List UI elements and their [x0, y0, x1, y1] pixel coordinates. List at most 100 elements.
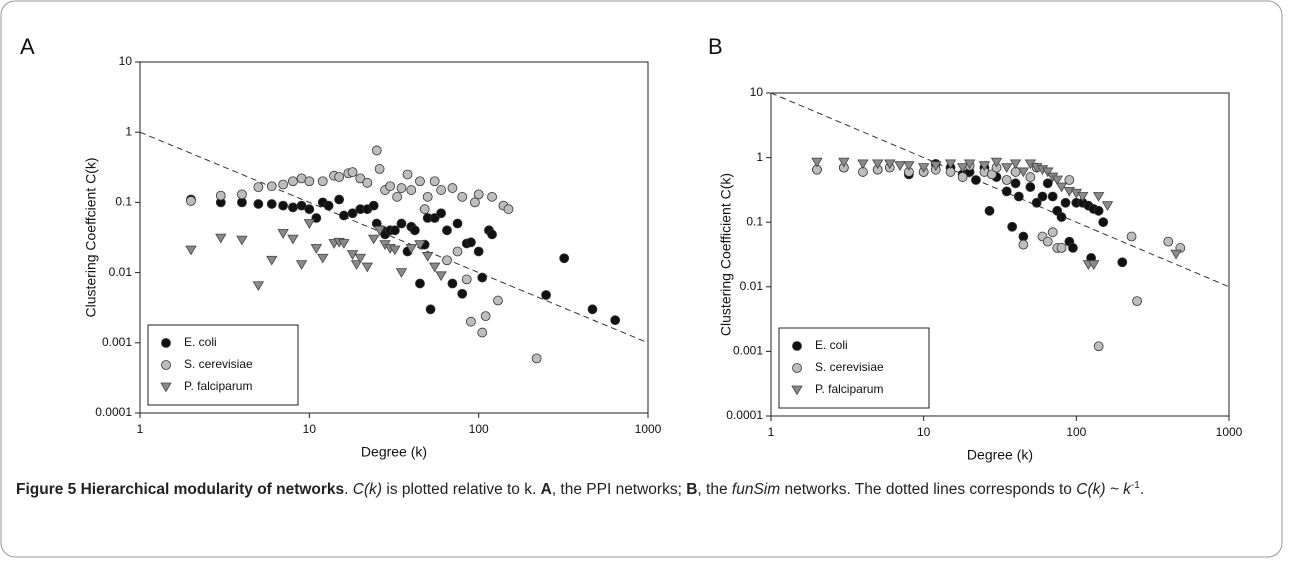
- data-point: [1001, 163, 1013, 173]
- x-axis-label: Degree (k): [361, 444, 427, 460]
- plot-frame: [770, 92, 1230, 417]
- data-point: [930, 161, 942, 171]
- data-point: [266, 199, 277, 209]
- data-point: [354, 253, 367, 264]
- data-point: [1042, 236, 1053, 247]
- data-point: [252, 281, 265, 292]
- data-point: [277, 229, 289, 239]
- data-point: [304, 176, 315, 187]
- data-point: [406, 185, 417, 195]
- data-point: [287, 234, 299, 245]
- data-point: [461, 274, 472, 285]
- caption-run: .: [344, 481, 353, 498]
- legend-label: S. cerevisiae: [184, 357, 253, 371]
- data-point: [374, 164, 385, 174]
- data-point: [1060, 197, 1071, 208]
- y-axis-label: Clustering Coefficient C(k): [718, 173, 734, 336]
- data-point: [361, 262, 374, 273]
- caption-run: B: [686, 481, 698, 498]
- caption-run: C(k): [352, 481, 383, 498]
- data-point: [1001, 175, 1012, 185]
- data-point: [185, 245, 197, 256]
- caption: Figure 5 Hierarchical modularity of netw…: [16, 478, 1266, 502]
- x-tick-label: 10: [917, 425, 931, 439]
- data-point: [610, 315, 621, 326]
- y-tick-label: 0.0001: [95, 405, 132, 419]
- data-point: [396, 183, 407, 193]
- legend-marker: [792, 341, 802, 351]
- y-tick-label: 0.0001: [726, 408, 763, 422]
- data-point: [436, 185, 447, 195]
- data-point: [466, 316, 476, 327]
- data-point: [1047, 191, 1058, 202]
- data-point: [1117, 257, 1128, 268]
- data-point: [389, 245, 401, 256]
- legend-marker: [161, 360, 171, 370]
- data-point: [317, 253, 329, 264]
- data-point: [346, 250, 359, 260]
- data-point: [310, 244, 323, 254]
- data-point: [963, 159, 976, 170]
- data-point: [422, 191, 433, 202]
- data-point: [425, 304, 436, 315]
- data-point: [1025, 172, 1036, 182]
- data-point: [409, 225, 420, 236]
- data-point: [457, 288, 468, 299]
- y-tick-label: 0.001: [733, 344, 763, 358]
- data-point: [1010, 178, 1021, 189]
- panel-label: A: [20, 34, 35, 59]
- data-point: [1013, 191, 1024, 202]
- data-point: [990, 157, 1003, 168]
- data-point: [1132, 296, 1142, 307]
- y-axis-label: Clustering Coeffcient C(k): [83, 157, 99, 317]
- legend-label: E. coli: [184, 335, 217, 349]
- data-point: [395, 268, 408, 278]
- y-tick-label: 0.01: [740, 279, 764, 293]
- data-point: [469, 197, 480, 208]
- data-point: [452, 218, 463, 229]
- data-point: [1093, 205, 1104, 216]
- data-point: [559, 253, 570, 264]
- data-point: [295, 260, 308, 270]
- data-point: [186, 196, 196, 206]
- legend-box: [147, 324, 299, 406]
- reference-line: [139, 131, 649, 344]
- legend-label: E. coli: [815, 338, 848, 352]
- data-point: [350, 260, 363, 270]
- legend-marker: [161, 338, 171, 348]
- data-point: [894, 161, 906, 171]
- caption-run: A: [540, 481, 552, 498]
- data-point: [389, 225, 400, 236]
- data-point: [1163, 236, 1174, 247]
- data-point: [903, 161, 915, 171]
- data-point: [447, 183, 458, 193]
- data-point: [477, 327, 488, 338]
- x-tick-label: 1: [768, 425, 775, 439]
- data-point: [355, 173, 366, 184]
- data-point: [368, 234, 380, 245]
- plot-frame: [139, 61, 649, 414]
- data-point: [1098, 217, 1109, 228]
- data-point: [541, 290, 551, 300]
- data-point: [984, 205, 995, 216]
- data-point: [429, 262, 441, 273]
- data-point: [1056, 212, 1067, 222]
- data-point: [436, 208, 447, 219]
- data-point: [402, 169, 413, 180]
- caption-run: C(k) ~ k: [1076, 481, 1131, 498]
- legend-marker: [792, 363, 802, 373]
- data-point: [237, 189, 247, 200]
- data-point: [303, 219, 316, 229]
- data-point: [957, 172, 968, 182]
- data-point: [531, 353, 542, 364]
- data-point: [1076, 192, 1089, 202]
- legend-label: P. falciparum: [184, 379, 252, 393]
- data-point: [1051, 175, 1063, 186]
- data-point: [435, 271, 447, 282]
- y-tick-label: 10: [119, 54, 133, 68]
- data-point: [1068, 243, 1078, 253]
- data-point: [811, 157, 823, 168]
- data-point: [278, 200, 289, 211]
- y-tick-label: 10: [750, 85, 764, 99]
